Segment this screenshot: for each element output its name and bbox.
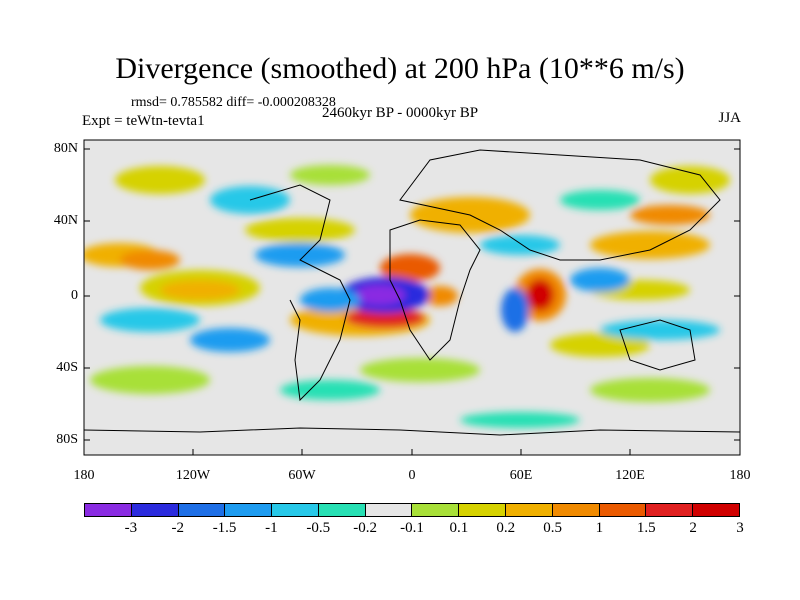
x-ticks	[83, 449, 741, 455]
x-tick-label-120w: 120W	[175, 468, 211, 483]
colorbar-segment	[599, 504, 647, 516]
colorbar-segment	[85, 504, 132, 516]
period-label: 2460kyr BP - 0000kyr BP	[321, 105, 479, 121]
y-tick-label-40n: 40N	[53, 213, 78, 228]
colorbar-label: -0.1	[400, 520, 424, 536]
coastlines	[84, 149, 740, 436]
rmsd-stats: rmsd= 0.785582 diff= -0.000208328	[131, 95, 336, 110]
colorbar-label: 1	[595, 520, 604, 536]
experiment-label: Expt = teWtn-tevta1	[82, 113, 205, 129]
colorbar-segment	[646, 504, 694, 516]
x-tick-label-120e: 120E	[615, 468, 645, 483]
colorbar-label: -3	[124, 520, 138, 536]
colorbar-label: -0.5	[306, 520, 331, 536]
colorbar-label: 2	[689, 520, 697, 536]
season-label: JJA	[718, 110, 741, 126]
x-tick-label-180w: 180	[73, 468, 95, 483]
x-tick-label-60e: 60E	[509, 468, 533, 483]
map-title: Divergence (smoothed) at 200 hPa (10**6 …	[115, 52, 685, 85]
y-tick-label-80s: 80S	[56, 432, 78, 447]
x-tick-label-0: 0	[408, 468, 416, 483]
colorbar-segment	[412, 504, 460, 516]
colorbar-label: -2	[171, 520, 184, 536]
y-tick-label-40s: 40S	[56, 360, 78, 375]
colorbar-label: -1	[265, 520, 278, 536]
colorbar-segment	[272, 504, 319, 516]
x-tick-label-60w: 60W	[288, 468, 316, 483]
colorbar-segment	[131, 504, 179, 516]
colorbar-segment	[506, 504, 553, 516]
colorbar-label: 3	[736, 520, 744, 536]
y-tick-label-80n: 80N	[53, 141, 78, 156]
colorbar-segment	[178, 504, 226, 516]
colorbar	[84, 503, 740, 517]
colorbar-segment	[693, 504, 739, 516]
colorbar-segment	[365, 504, 413, 516]
colorbar-label: -0.2	[353, 520, 378, 536]
x-tick-label-180e: 180	[729, 468, 751, 483]
colorbar-segment	[459, 504, 507, 516]
colorbar-label: -1.5	[212, 520, 237, 536]
colorbar-label: 0.5	[543, 520, 562, 536]
colorbar-segment	[318, 504, 366, 516]
colorbar-label: 1.5	[636, 520, 656, 536]
y-tick-label-0: 0	[71, 288, 78, 303]
colorbar-segment	[552, 504, 600, 516]
y-ticks	[84, 148, 740, 441]
colorbar-label: 0.2	[496, 520, 516, 536]
colorbar-label: 0.1	[449, 520, 469, 536]
divergence-field	[84, 165, 730, 428]
colorbar-segment	[225, 504, 273, 516]
